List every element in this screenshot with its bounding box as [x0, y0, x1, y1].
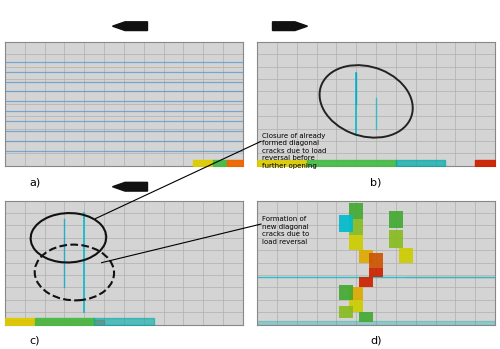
Bar [340, 215, 353, 232]
Bar [350, 287, 363, 300]
Bar [340, 285, 353, 300]
Text: c): c) [30, 336, 40, 346]
Bar [369, 253, 383, 268]
Bar [359, 277, 373, 287]
Bar [399, 248, 412, 262]
Bar [350, 300, 363, 312]
Bar [350, 203, 363, 219]
Bar [389, 210, 403, 228]
Bar [389, 230, 403, 248]
Bar [340, 306, 353, 318]
Text: Formation of
new diagonal
cracks due to
load reversal: Formation of new diagonal cracks due to … [262, 216, 310, 245]
Bar [350, 219, 363, 235]
Text: d): d) [370, 336, 382, 346]
Text: a): a) [29, 177, 40, 187]
Bar [350, 235, 363, 250]
Text: Closure of already
formed diagonal
cracks due to load
reversal before
further op: Closure of already formed diagonal crack… [262, 133, 327, 169]
Bar [359, 250, 373, 262]
Text: b): b) [370, 177, 382, 187]
Bar [369, 268, 383, 277]
Bar [359, 312, 373, 322]
